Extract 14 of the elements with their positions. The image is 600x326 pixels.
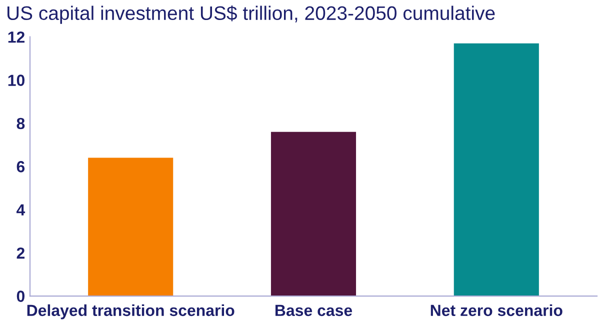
- x-tick-label: Base case: [275, 304, 352, 316]
- x-tick-label: Net zero scenario: [430, 304, 562, 316]
- bar: [88, 158, 174, 296]
- bar: [454, 43, 539, 296]
- y-tick-label: 8: [16, 118, 25, 130]
- y-tick-label: 12: [8, 31, 24, 43]
- y-tick-label: 0: [16, 290, 24, 302]
- bar: [270, 132, 356, 296]
- chart-title: US capital investment US$ trillion, 2023-2050 cumulative: [8, 5, 495, 24]
- y-tick-label: 6: [16, 161, 25, 172]
- y-tick-label: 10: [8, 74, 24, 86]
- y-tick-label: 4: [16, 204, 26, 216]
- y-tick-label: 2: [16, 247, 24, 259]
- x-tick-label: Delayed transition scenario: [27, 304, 234, 320]
